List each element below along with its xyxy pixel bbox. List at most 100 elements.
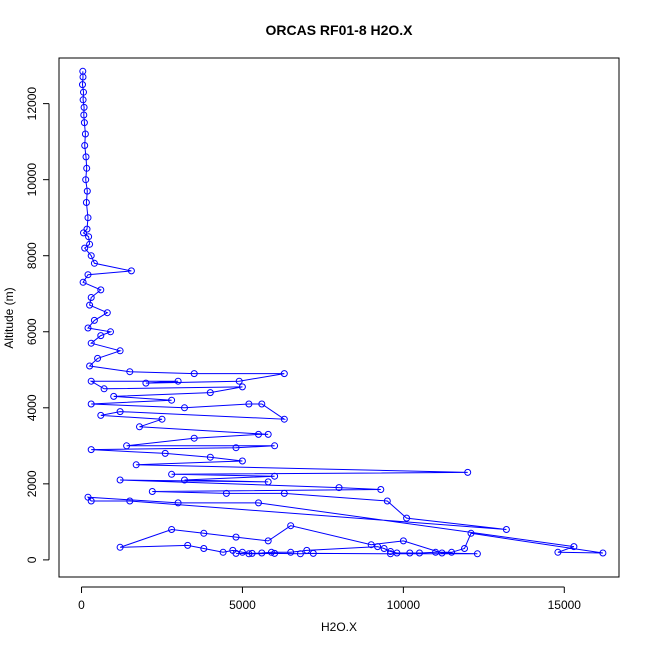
data-point — [235, 377, 243, 385]
x-tick-label: 0 — [78, 598, 85, 612]
y-axis: 0 2000 4000 6000 8000 10000 12000 — [25, 87, 50, 563]
data-point — [79, 96, 87, 104]
data-point — [86, 240, 94, 248]
data-point — [82, 153, 90, 161]
data-point — [90, 259, 98, 267]
data-point — [232, 444, 240, 452]
y-tick-label: 0 — [25, 556, 39, 563]
data-point — [86, 301, 94, 309]
data-point — [374, 543, 382, 551]
data-point — [97, 332, 105, 340]
data-point — [406, 549, 414, 557]
data-point — [100, 385, 108, 393]
data-point — [132, 461, 140, 469]
data-point — [97, 286, 105, 294]
data-point — [158, 415, 166, 423]
data-point — [97, 411, 105, 419]
data-point — [367, 541, 375, 549]
data-point — [126, 368, 134, 376]
data-point — [222, 489, 230, 497]
data-point — [287, 522, 295, 530]
y-tick-label: 4000 — [25, 394, 39, 421]
data-point — [206, 453, 214, 461]
data-point — [271, 472, 279, 480]
data-point — [136, 423, 143, 431]
data-point — [438, 549, 446, 557]
data-point — [142, 379, 150, 387]
y-tick-label: 8000 — [25, 242, 39, 269]
series-layer — [79, 67, 607, 558]
data-point — [82, 199, 90, 206]
data-point — [116, 408, 124, 416]
data-point — [87, 400, 95, 408]
data-point — [80, 111, 88, 119]
data-point — [245, 400, 253, 408]
data-point — [200, 545, 208, 552]
data-point — [264, 430, 272, 438]
data-point — [258, 400, 266, 408]
data-point — [403, 514, 411, 522]
data-point — [127, 267, 135, 275]
x-tick-label: 10000 — [387, 598, 421, 612]
data-point — [79, 278, 87, 286]
data-point — [161, 449, 169, 457]
data-point — [287, 548, 295, 556]
data-point — [258, 549, 266, 557]
data-point — [473, 550, 481, 558]
data-point — [94, 354, 102, 362]
data-point — [399, 537, 407, 545]
data-point — [264, 478, 272, 486]
plot-frame — [58, 57, 620, 578]
data-point — [467, 529, 475, 537]
data-point — [383, 497, 391, 505]
data-point — [464, 468, 472, 476]
data-point — [206, 389, 214, 397]
data-point — [303, 546, 311, 554]
data-point — [335, 484, 343, 492]
data-point — [238, 457, 246, 465]
data-point — [190, 370, 198, 378]
data-point — [238, 383, 246, 391]
data-point — [416, 549, 423, 557]
y-axis-label: Altitude (m) — [2, 287, 16, 348]
data-point — [502, 526, 510, 533]
data-point — [387, 550, 394, 558]
data-point — [377, 486, 385, 493]
chart-title: ORCAS RF01-8 H2O.X — [265, 22, 413, 38]
y-tick-label: 6000 — [25, 318, 39, 345]
data-point — [267, 548, 275, 556]
data-point — [87, 294, 95, 301]
data-point — [380, 545, 388, 552]
data-point — [123, 442, 131, 450]
data-point — [84, 271, 92, 279]
data-point — [219, 548, 227, 556]
data-point — [126, 497, 134, 505]
x-tick-label: 5000 — [229, 598, 256, 612]
data-point — [168, 526, 176, 533]
data-point — [296, 550, 304, 558]
y-tick-label: 10000 — [25, 163, 39, 197]
data-point — [84, 214, 92, 222]
y-tick-label: 12000 — [25, 87, 39, 121]
data-point — [79, 73, 87, 81]
data-point — [280, 489, 288, 497]
data-point — [271, 549, 279, 557]
data-point — [107, 328, 114, 336]
data-point — [80, 88, 87, 96]
data-point — [83, 225, 91, 233]
data-point — [83, 164, 91, 172]
data-point — [85, 233, 93, 241]
data-point — [168, 470, 176, 478]
data-point — [554, 548, 562, 556]
data-point — [103, 309, 111, 317]
data-point — [174, 499, 182, 507]
data-point — [248, 549, 256, 557]
data-point — [87, 252, 95, 260]
data-point — [80, 103, 88, 111]
data-point — [81, 142, 89, 149]
data-point — [116, 347, 124, 355]
data-point — [82, 176, 90, 184]
data-point — [232, 549, 240, 557]
data-point — [255, 499, 262, 507]
data-point — [184, 541, 192, 549]
